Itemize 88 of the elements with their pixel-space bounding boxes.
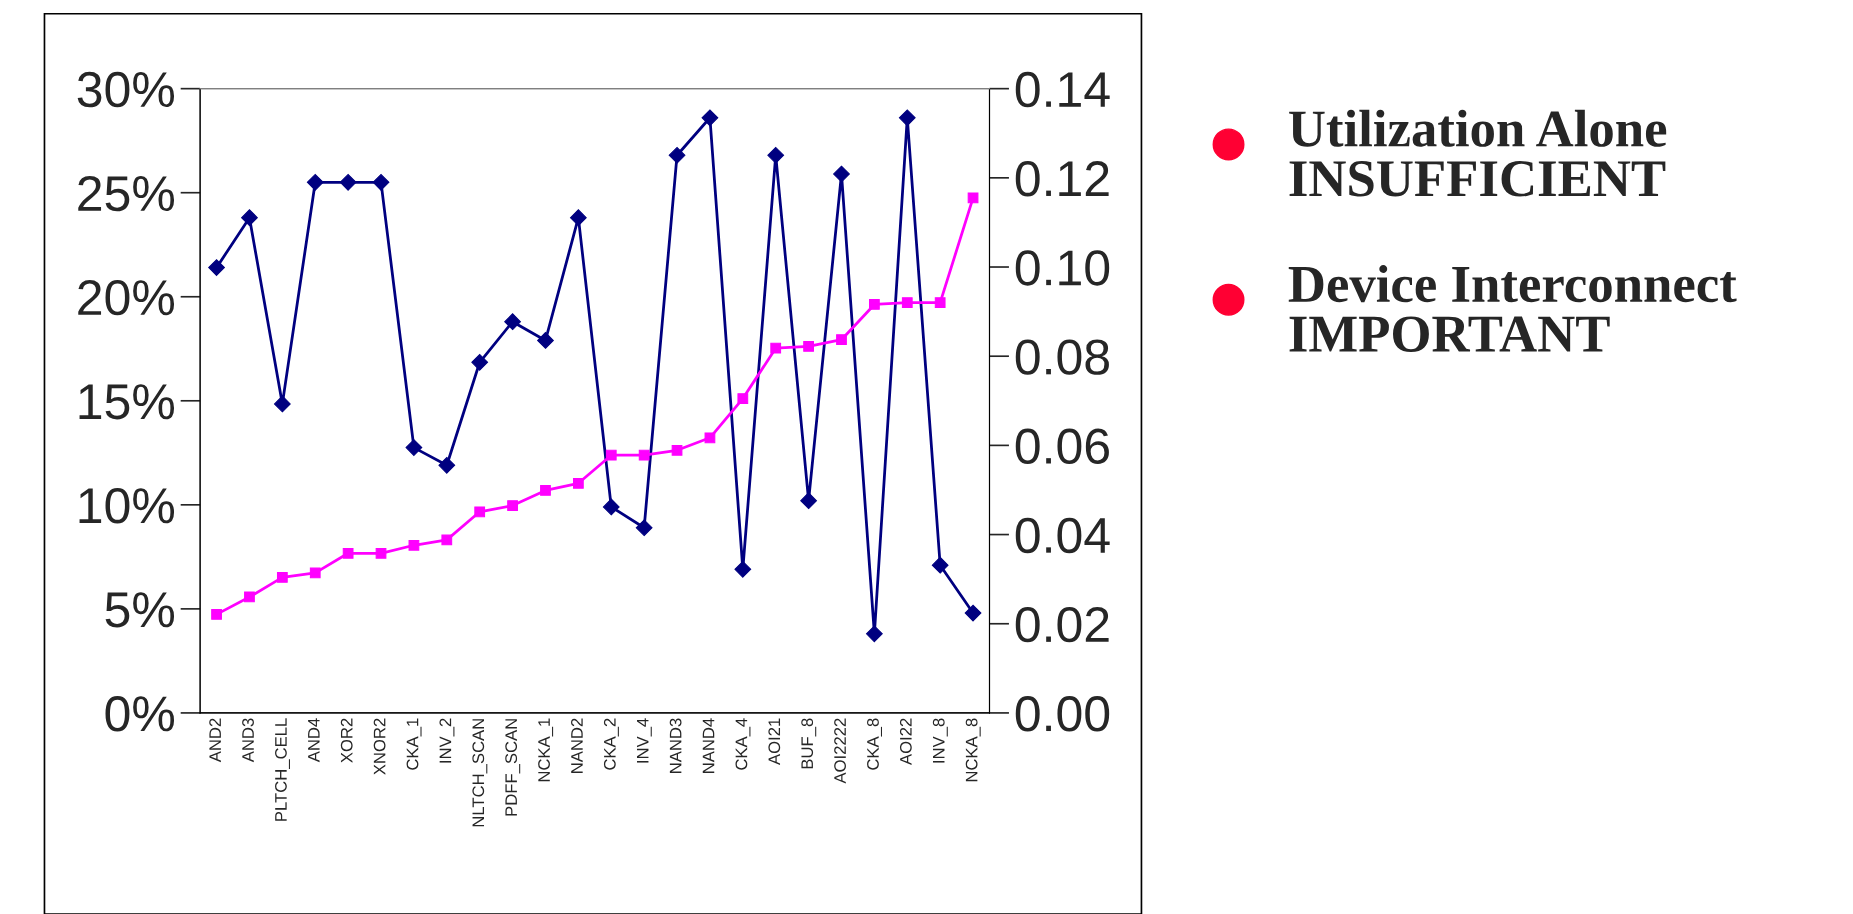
x-tick-label: PLTCH_CELL bbox=[275, 718, 290, 821]
y2-tick-label: 0.14 bbox=[1015, 71, 1110, 108]
y2-tick-label: 0.08 bbox=[1015, 339, 1109, 375]
x-tick-label: AOI2222 bbox=[834, 718, 846, 784]
point bbox=[375, 547, 387, 559]
x-tick-label: BUF_8 bbox=[801, 718, 817, 769]
y2-tick-label: 0.10 bbox=[1015, 250, 1110, 286]
point bbox=[208, 259, 225, 276]
y-tick-label: 25% bbox=[78, 175, 175, 212]
point bbox=[605, 449, 617, 461]
point bbox=[833, 165, 850, 183]
point bbox=[569, 209, 587, 227]
point bbox=[537, 332, 554, 349]
x-tick-label: CKA_4 bbox=[735, 718, 751, 770]
point bbox=[701, 109, 719, 127]
point bbox=[540, 485, 551, 496]
point bbox=[504, 313, 521, 331]
x-tick-label: AOI21 bbox=[768, 718, 781, 765]
y2-tick-label: 0.02 bbox=[1015, 606, 1109, 643]
point bbox=[770, 342, 782, 354]
point bbox=[474, 506, 486, 518]
x-tick-label: INV_2 bbox=[439, 718, 455, 763]
x-tick-label: PDFF_SCAN bbox=[505, 719, 521, 816]
y-tick-label: 10% bbox=[79, 488, 175, 524]
x-tick-label: NLTCH_SCAN bbox=[472, 719, 488, 827]
x-tick-label: INV_8 bbox=[932, 718, 948, 763]
y2-tick-label: 0.04 bbox=[1015, 517, 1110, 554]
point bbox=[901, 297, 913, 309]
point bbox=[767, 146, 785, 164]
point bbox=[244, 591, 255, 603]
x-tick-label: NCKA_1 bbox=[538, 718, 554, 782]
point bbox=[964, 604, 982, 622]
point bbox=[306, 173, 324, 191]
point bbox=[507, 500, 518, 511]
point bbox=[438, 456, 456, 474]
x-tick-label: NAND4 bbox=[702, 718, 715, 773]
x-tick-label: INV_4 bbox=[636, 718, 652, 763]
point bbox=[273, 395, 291, 413]
point bbox=[638, 449, 650, 461]
y-tick-label: 15% bbox=[79, 384, 175, 420]
point bbox=[309, 567, 321, 579]
text: Utilization Alone INSUFFICIENT bbox=[1289, 109, 1667, 197]
point bbox=[803, 341, 814, 352]
point bbox=[342, 547, 354, 559]
y-tick-label: 5% bbox=[105, 592, 175, 628]
point bbox=[339, 173, 357, 191]
point bbox=[737, 393, 749, 404]
point bbox=[441, 534, 453, 546]
point bbox=[671, 444, 683, 456]
point bbox=[241, 209, 258, 227]
point bbox=[704, 432, 716, 444]
point bbox=[276, 571, 288, 583]
point bbox=[869, 299, 880, 310]
point bbox=[866, 625, 883, 643]
point bbox=[211, 609, 222, 620]
point bbox=[471, 353, 489, 371]
y-tick-label: 20% bbox=[78, 279, 175, 316]
point bbox=[931, 556, 949, 574]
point bbox=[898, 109, 916, 127]
point bbox=[635, 519, 653, 537]
x-tick-label: AND2 bbox=[209, 718, 221, 763]
x-tick-label: NAND3 bbox=[669, 718, 682, 773]
point bbox=[405, 439, 423, 456]
point bbox=[602, 498, 620, 516]
x-tick-label: NCKA_8 bbox=[965, 718, 981, 782]
point bbox=[668, 146, 686, 164]
y-tick-label: 30% bbox=[77, 71, 175, 108]
point bbox=[372, 173, 390, 191]
x-tick-label: AOI22 bbox=[899, 718, 912, 765]
y-tick-label: 0% bbox=[105, 696, 175, 732]
x-tick-label: AND4 bbox=[308, 718, 320, 763]
point bbox=[572, 477, 584, 489]
x-tick-label: NAND2 bbox=[571, 718, 583, 773]
point bbox=[800, 492, 817, 510]
x-tick-label: CKA_2 bbox=[603, 718, 619, 770]
text: Device Interconnect IMPORTANT bbox=[1288, 265, 1737, 352]
point bbox=[836, 334, 847, 346]
x-tick-label: CKA_8 bbox=[867, 718, 883, 770]
x-tick-label: CKA_1 bbox=[406, 718, 422, 770]
x-tick-label: XOR2 bbox=[340, 718, 353, 763]
point bbox=[408, 539, 420, 551]
y2-tick-label: 0.12 bbox=[1015, 161, 1109, 197]
point bbox=[934, 297, 946, 309]
point bbox=[734, 560, 752, 578]
y2-tick-label: 0.06 bbox=[1015, 428, 1109, 464]
x-tick-label: AND3 bbox=[242, 718, 254, 763]
x-tick-label: XNOR2 bbox=[373, 718, 386, 775]
y2-tick-label: 0.00 bbox=[1015, 696, 1110, 732]
